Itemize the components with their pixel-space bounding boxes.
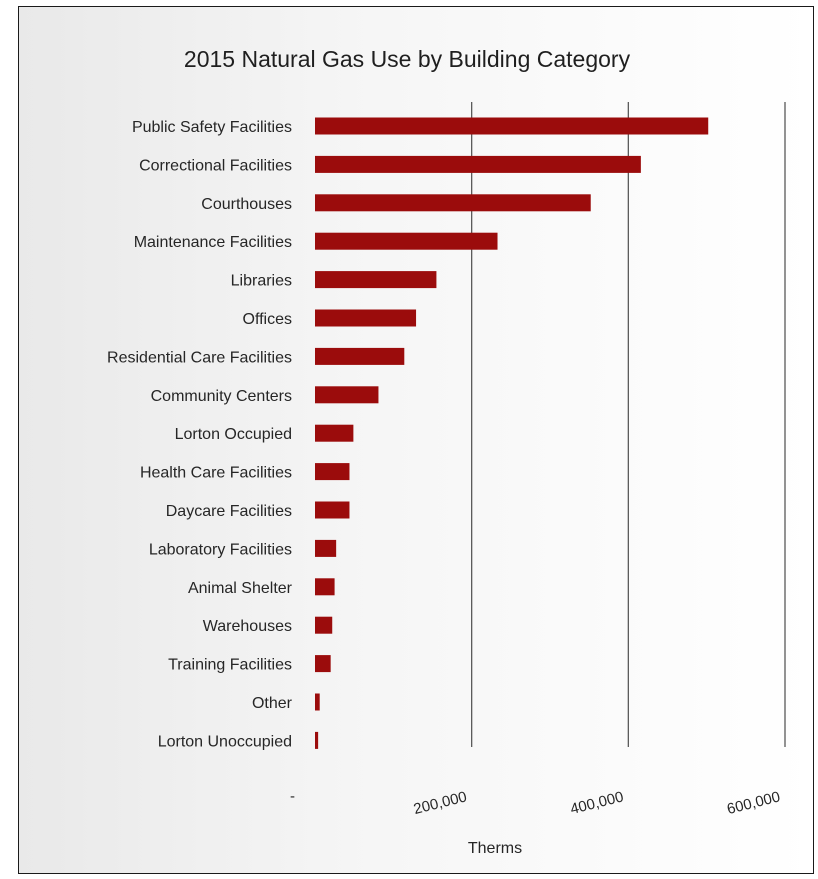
x-tick-label: 200,000 bbox=[412, 788, 469, 818]
category-label: Public Safety Facilities bbox=[132, 119, 292, 136]
bar bbox=[315, 117, 709, 135]
x-axis-title: Therms bbox=[468, 840, 522, 857]
x-tick-label: 600,000 bbox=[725, 788, 782, 818]
category-label: Lorton Occupied bbox=[175, 426, 292, 443]
category-label: Community Centers bbox=[151, 388, 292, 405]
category-label: Daycare Facilities bbox=[166, 503, 292, 520]
bar-chart: 2015 Natural Gas Use by Building Categor… bbox=[107, 46, 786, 857]
bar bbox=[315, 271, 437, 289]
bar bbox=[315, 232, 498, 250]
bar bbox=[315, 463, 350, 481]
chart-title: 2015 Natural Gas Use by Building Categor… bbox=[184, 46, 631, 72]
category-label: Laboratory Facilities bbox=[149, 541, 292, 558]
category-label: Lorton Unoccupied bbox=[158, 733, 292, 750]
category-labels: Public Safety Facilities Correctional Fac… bbox=[107, 119, 293, 750]
bar bbox=[315, 616, 333, 634]
bar bbox=[315, 386, 379, 404]
chart-frame: 2015 Natural Gas Use by Building Categor… bbox=[18, 6, 814, 874]
x-tick-label: - bbox=[290, 788, 295, 805]
category-label: Training Facilities bbox=[168, 657, 292, 674]
x-axis-tick-labels: - 200,000 400,000 600,000 bbox=[290, 788, 782, 818]
x-tick-label: 400,000 bbox=[569, 788, 626, 818]
bar bbox=[315, 347, 405, 365]
bars bbox=[315, 117, 709, 749]
category-label: Libraries bbox=[231, 273, 292, 290]
bar bbox=[315, 155, 641, 173]
category-label: Correctional Facilities bbox=[139, 157, 292, 174]
category-label: Warehouses bbox=[203, 618, 292, 635]
bar bbox=[315, 194, 591, 212]
bar bbox=[315, 731, 319, 749]
bar bbox=[315, 539, 337, 557]
bar bbox=[315, 501, 350, 519]
bar bbox=[315, 693, 320, 711]
category-label: Residential Care Facilities bbox=[107, 349, 292, 366]
category-label: Animal Shelter bbox=[188, 580, 293, 597]
bar bbox=[315, 424, 354, 442]
bar bbox=[315, 578, 335, 596]
category-label: Other bbox=[252, 695, 293, 712]
category-label: Health Care Facilities bbox=[140, 465, 292, 482]
category-label: Courthouses bbox=[201, 196, 292, 213]
bar bbox=[315, 655, 331, 673]
bar bbox=[315, 309, 417, 327]
category-label: Maintenance Facilities bbox=[134, 234, 292, 251]
category-label: Offices bbox=[243, 311, 293, 328]
